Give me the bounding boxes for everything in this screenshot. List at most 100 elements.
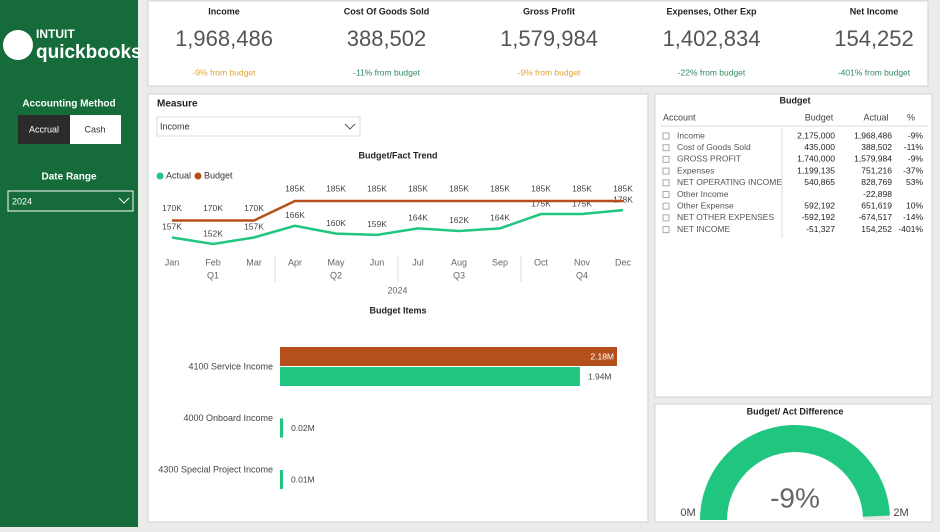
expand-icon[interactable]: [662, 144, 670, 152]
button[interactable]: [18, 115, 70, 144]
data-label: 170K: [244, 203, 264, 213]
dropdown-value: 2024: [12, 196, 32, 206]
data-label: 152K: [203, 228, 223, 238]
table-cell: NET OPERATING INCOME: [677, 177, 782, 187]
data-label: 185K: [490, 183, 510, 193]
expand-icon[interactable]: [662, 155, 670, 163]
dropdown[interactable]: [7, 190, 134, 212]
data-label: 185K: [326, 183, 346, 193]
data-label: 2.18M: [590, 351, 614, 361]
data-label: 157K: [162, 222, 182, 232]
category-label: 4100 Service Income: [188, 361, 273, 371]
data-label: 185K: [531, 183, 551, 193]
data-label: 0.01M: [291, 474, 315, 484]
quarter-label: Q1: [207, 270, 219, 280]
x-tick-label: Sep: [492, 257, 508, 267]
data-label: 0.02M: [291, 423, 315, 433]
table-panel: [654, 93, 933, 398]
kpi-value: 1,968,486: [175, 26, 273, 51]
table-cell: Cost of Goods Sold: [677, 142, 751, 152]
gauge-min: 0M: [680, 507, 695, 519]
column-header: Budget: [805, 112, 834, 122]
expand-icon[interactable]: [662, 214, 670, 222]
table-cell: 10%: [906, 200, 923, 210]
table-cell: -11%: [904, 142, 924, 152]
sidebar: [0, 0, 138, 527]
kpi-value: 388,502: [347, 26, 427, 51]
kpi-value: 154,252: [834, 26, 914, 51]
table-cell: 53%: [906, 177, 923, 187]
table-cell: 2,175,000: [797, 130, 835, 140]
kpi-value: 1,402,834: [663, 26, 761, 51]
legend-marker: [156, 172, 164, 180]
table-cell: -592,192: [801, 212, 835, 222]
table-cell: 1,199,135: [797, 165, 835, 175]
table-cell: 1,968,486: [854, 130, 892, 140]
table-cell: 435,000: [804, 142, 835, 152]
kpi-card: [147, 0, 929, 87]
expand-icon[interactable]: [662, 167, 670, 175]
table-cell: 154,252: [861, 224, 892, 234]
expand-icon[interactable]: [662, 202, 670, 210]
table-cell: -37%: [903, 165, 923, 175]
data-label: 185K: [613, 183, 633, 193]
logo-icon: [3, 30, 33, 60]
kpi-delta: -401% from budget: [838, 67, 911, 77]
table-cell: -9%: [908, 130, 924, 140]
category-label: 4300 Special Project Income: [158, 464, 273, 474]
kpi-delta: -9% from budget: [193, 67, 256, 77]
gauge-max: 2M: [893, 507, 908, 519]
column-header: %: [907, 112, 915, 122]
gauge-value: -9%: [770, 482, 820, 513]
chart-title: Budget/Fact Trend: [358, 150, 437, 160]
button[interactable]: [70, 115, 121, 144]
x-tick-label: Jan: [165, 257, 180, 267]
gauge-title: Budget/ Act Difference: [747, 406, 844, 416]
table-cell: -14%: [903, 212, 923, 222]
data-label: 1.94M: [588, 371, 612, 381]
chart-panel: [147, 93, 649, 523]
filter-label: Date Range: [41, 172, 96, 183]
data-label: 157K: [244, 222, 264, 232]
table-cell: 388,502: [861, 142, 892, 152]
table-cell: 651,619: [861, 200, 892, 210]
gauge-fill: [700, 425, 890, 520]
chevron: [118, 197, 130, 204]
legend-label: Actual: [166, 170, 191, 180]
filter-label: Accounting Method: [22, 99, 115, 110]
expand-icon[interactable]: [662, 179, 670, 187]
data-label: 185K: [408, 183, 428, 193]
data-label: 160K: [326, 218, 346, 228]
data-label: 164K: [408, 213, 428, 223]
table-cell: 751,216: [861, 165, 892, 175]
table-cell: Other Income: [677, 189, 729, 199]
data-label: 164K: [490, 213, 510, 223]
quarter-label: Q2: [330, 270, 342, 280]
kpi-title: Gross Profit: [523, 6, 575, 16]
quarter-label: Q3: [453, 270, 465, 280]
table-cell: NET OTHER EXPENSES: [677, 212, 774, 222]
dropdown[interactable]: [156, 116, 361, 137]
chart-title: Budget Items: [369, 305, 426, 315]
x-tick-label: Mar: [246, 257, 262, 267]
x-tick-label: Jun: [370, 257, 385, 267]
expand-icon[interactable]: [662, 132, 670, 140]
kpi-title: Income: [208, 6, 240, 16]
data-label: 159K: [367, 219, 387, 229]
table-cell: 828,769: [861, 177, 892, 187]
data-label: 178K: [613, 194, 633, 204]
data-label: 185K: [285, 183, 305, 193]
table-cell: Income: [677, 130, 705, 140]
column-header: Account: [663, 112, 696, 122]
data-label: 185K: [449, 183, 469, 193]
expand-icon[interactable]: [662, 226, 670, 234]
kpi-value: 1,579,984: [500, 26, 598, 51]
x-tick-label: Jul: [412, 257, 424, 267]
table-cell: -674,517: [858, 212, 892, 222]
logo-q: INTUIT: [36, 27, 75, 41]
button-label: Cash: [84, 124, 105, 134]
table-cell: -9%: [908, 154, 924, 164]
expand-icon[interactable]: [662, 191, 670, 198]
